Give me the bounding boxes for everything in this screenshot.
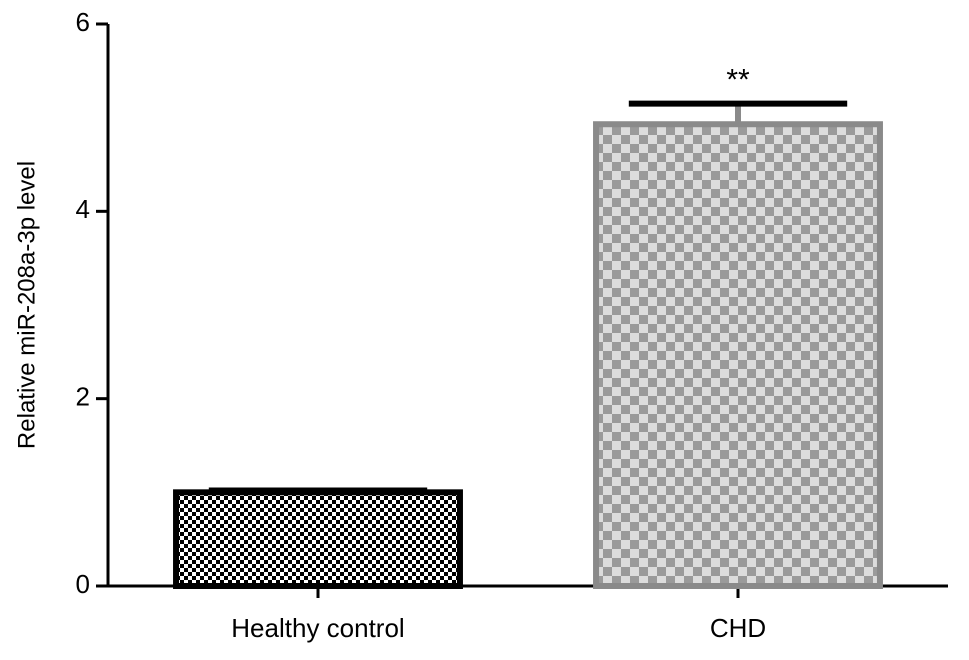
y-tick-label: 6 <box>76 7 90 37</box>
significance-label: ** <box>726 64 750 97</box>
y-tick-label: 4 <box>76 194 90 224</box>
y-tick-label: 0 <box>76 569 90 599</box>
bar <box>173 489 463 590</box>
x-tick-label: CHD <box>710 613 766 643</box>
y-axis-label: Relative miR-208a-3p level <box>13 161 40 449</box>
y-tick-label: 2 <box>76 382 90 412</box>
x-tick-label: Healthy control <box>231 613 404 643</box>
bar <box>593 121 883 590</box>
